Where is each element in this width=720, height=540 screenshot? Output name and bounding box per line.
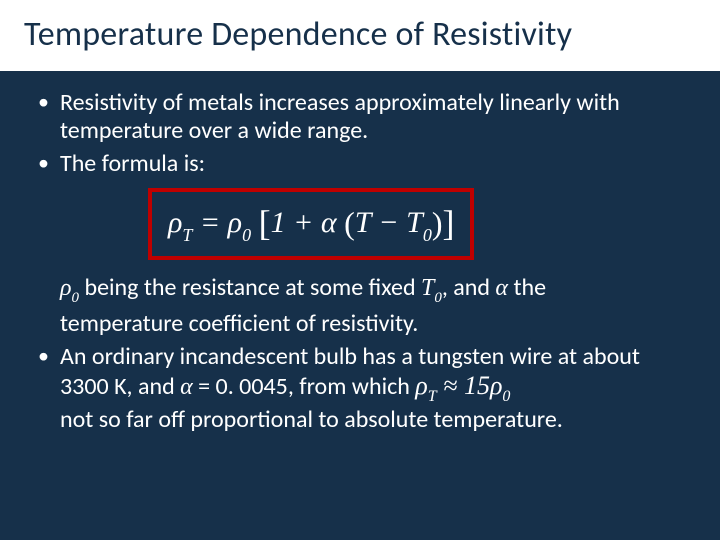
subscript-0: 0 — [434, 290, 442, 306]
bullet-list: Resistivity of metals increases approxim… — [28, 89, 692, 178]
alpha-symbol: α — [321, 206, 337, 239]
T-symbol: T — [355, 206, 371, 239]
equals: = — [192, 206, 227, 239]
text: not so far off proportional to absolute … — [60, 405, 563, 434]
one-plus: 1 + — [271, 206, 321, 239]
text: , and — [442, 273, 496, 302]
slide: Temperature Dependence of Resistivity Re… — [0, 0, 720, 540]
open-bracket: [ — [259, 203, 271, 243]
subscript-0: 0 — [242, 225, 251, 245]
formula-equation: ρT = ρ0 [1 + α (T − T0)] — [168, 206, 454, 239]
continuation-line: temperature coefficient of resistivity. — [28, 310, 692, 338]
subscript-T: T — [428, 388, 437, 405]
bullet-item: Resistivity of metals increases approxim… — [28, 89, 692, 146]
bullet-list: An ordinary incandescent bulb has a tung… — [28, 343, 692, 435]
formula-box: ρT = ρ0 [1 + α (T − T0)] — [148, 188, 474, 260]
formula-container: ρT = ρ0 [1 + α (T − T0)] — [148, 188, 692, 260]
bullet-item: The formula is: — [28, 150, 692, 178]
subscript-T: T — [182, 225, 192, 245]
alpha-inline: α — [180, 374, 193, 400]
T-symbol: T — [421, 275, 434, 301]
title-bar: Temperature Dependence of Resistivity — [0, 0, 720, 71]
open-paren: ( — [344, 205, 355, 241]
rho-symbol: ρ — [415, 371, 427, 400]
subscript-0: 0 — [502, 388, 510, 405]
rho-symbol: ρ — [228, 206, 242, 239]
rho0-inline: ρ0 — [60, 275, 79, 301]
slide-content: Resistivity of metals increases approxim… — [0, 71, 720, 434]
rho-symbol: ρ — [168, 206, 182, 239]
subscript-0: 0 — [72, 290, 80, 306]
text: the — [508, 273, 546, 302]
rho-symbol: ρ — [490, 371, 502, 400]
approx: ≈ — [437, 371, 464, 400]
T0-inline: T0 — [421, 275, 442, 301]
close-paren: ) — [432, 205, 443, 241]
text: = 0. 0045, from which — [193, 372, 416, 401]
T-symbol: T — [406, 206, 423, 239]
alpha-inline: α — [495, 275, 508, 301]
inline-expression: ρT ≈ 15ρ0 — [415, 371, 510, 400]
close-bracket: ] — [442, 203, 454, 243]
rho-symbol: ρ — [60, 275, 72, 301]
bullet-item: An ordinary incandescent bulb has a tung… — [28, 343, 692, 435]
continuation-line: ρ0 being the resistance at some fixed T0… — [28, 274, 692, 306]
text: being the resistance at some fixed — [79, 273, 421, 302]
minus: − — [371, 206, 406, 239]
number: 15 — [464, 371, 490, 400]
subscript-0: 0 — [423, 225, 432, 245]
slide-title: Temperature Dependence of Resistivity — [24, 14, 702, 55]
